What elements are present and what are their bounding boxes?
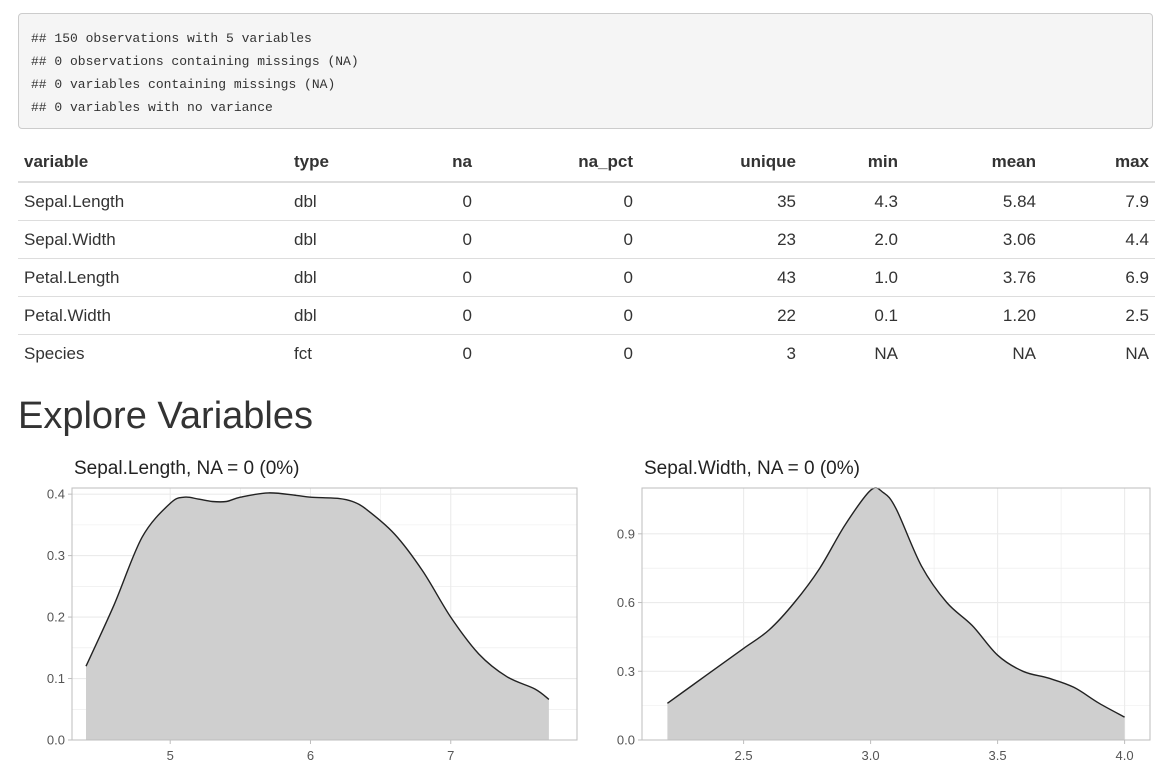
table-cell: 0	[623, 191, 633, 211]
y-tick-label: 0.0	[47, 733, 65, 748]
table-row: Sepal.Width dbl 0 0 23 2.0 3.06 4.4	[18, 220, 1155, 259]
table-cell: Petal.Length	[18, 258, 288, 297]
table-row: Sepal.Length dbl 0 0 35 4.3 5.84 7.9	[18, 182, 1155, 221]
table-cell: 0	[478, 296, 639, 335]
table-cell: 0	[462, 191, 472, 211]
column-header: variable	[18, 142, 288, 183]
table-cell: 0	[478, 220, 639, 259]
sepal-width-density-plot: Sepal.Width, NA = 0 (0%) 2.5 3.0 3.5 4.0 0.0 0…	[617, 458, 1151, 763]
x-tick-label: 6	[307, 748, 314, 763]
y-tick-label: 0.4	[47, 487, 65, 502]
y-tick-label: 0.2	[47, 610, 65, 625]
console-line: ## 0 variables with no variance	[31, 100, 273, 115]
table-cell: Sepal.Length	[24, 191, 125, 211]
table-cell: 3.76	[904, 258, 1042, 297]
table-cell: 23	[639, 220, 802, 259]
table-cell: 6.9	[1042, 258, 1155, 297]
y-tick-label: 0.3	[617, 664, 635, 679]
table-cell: 3	[639, 334, 802, 372]
table-cell: dbl	[288, 220, 378, 259]
table-cell: 2.5	[1042, 296, 1155, 335]
table-cell: 4.4	[1042, 220, 1155, 259]
table-cell: 0.1	[802, 296, 904, 335]
x-tick-label: 3.0	[862, 748, 880, 763]
table-cell: 0	[478, 334, 639, 372]
console-output: ## 150 observations with 5 variables ## …	[18, 13, 1153, 129]
table-cell: Petal.Width	[18, 296, 288, 335]
table-cell: 1.20	[904, 296, 1042, 335]
column-header: mean	[904, 142, 1042, 183]
y-tick-label: 0.3	[47, 548, 65, 563]
table-cell: NA	[802, 334, 904, 372]
density-line	[666, 487, 1125, 718]
table-cell: 7.9	[1125, 191, 1149, 211]
table-row: Petal.Width dbl 0 0 22 0.1 1.20 2.5	[18, 296, 1155, 335]
x-tick-label: 4.0	[1116, 748, 1134, 763]
plot-panel-border	[71, 487, 578, 741]
column-header: min	[802, 142, 904, 183]
column-header: max	[1042, 142, 1155, 183]
summary-table: variable type na na_pct unique min mean …	[18, 142, 1155, 372]
column-header: na	[378, 142, 478, 183]
table-cell: 0	[378, 334, 478, 372]
table-cell: 0	[378, 258, 478, 297]
table-cell: 0	[478, 258, 639, 297]
console-line: ## 0 variables containing missings (NA)	[31, 77, 336, 92]
chart-title: Sepal.Length, NA = 0 (0%)	[74, 458, 300, 479]
density-line	[85, 492, 550, 700]
y-tick-label: 0.1	[47, 671, 65, 686]
table-header-row: variable type na na_pct unique min mean …	[18, 142, 1155, 183]
table-cell: dbl	[288, 296, 378, 335]
table-cell: Sepal.Width	[18, 220, 288, 259]
table-cell: 35	[777, 191, 796, 211]
density-area	[667, 487, 1125, 740]
table-cell: dbl	[294, 191, 317, 211]
table-cell: 22	[639, 296, 802, 335]
table-cell: NA	[904, 334, 1042, 372]
table-row: Petal.Length dbl 0 0 43 1.0 3.76 6.9	[18, 258, 1155, 297]
table-cell: 3.06	[904, 220, 1042, 259]
y-tick-label: 0.9	[617, 526, 635, 541]
table-cell: 0	[378, 220, 478, 259]
console-line: ## 150 observations with 5 variables	[31, 31, 312, 46]
table-cell: 4.3	[874, 191, 898, 211]
table-cell: 5.84	[1002, 191, 1036, 211]
table-cell: 2.0	[802, 220, 904, 259]
sepal-length-density-plot: Sepal.Length, NA = 0 (0%) 5 6 7 0.0 0.1 0.2 0.3…	[47, 458, 578, 763]
table-cell: NA	[1042, 334, 1155, 372]
table-cell: 0	[378, 296, 478, 335]
section-title: Explore Variables	[18, 395, 314, 437]
plot-panel-border	[641, 487, 1151, 741]
table-cell: dbl	[288, 258, 378, 297]
x-tick-label: 3.5	[989, 748, 1007, 763]
x-tick-label: 5	[167, 748, 174, 763]
table-cell: Species	[18, 334, 288, 372]
y-tick-label: 0.0	[617, 733, 635, 748]
chart-title: Sepal.Width, NA = 0 (0%)	[644, 458, 860, 479]
table-row: Species fct 0 0 3 NA NA NA	[18, 334, 1155, 372]
column-header: unique	[639, 142, 802, 183]
x-tick-label: 7	[447, 748, 454, 763]
column-header: type	[288, 142, 378, 183]
console-line: ## 0 observations containing missings (N…	[31, 54, 359, 69]
table-cell: fct	[288, 334, 378, 372]
table-cell: 1.0	[802, 258, 904, 297]
table-cell: 43	[639, 258, 802, 297]
x-tick-label: 2.5	[735, 748, 753, 763]
column-header: na_pct	[478, 142, 639, 183]
density-area	[86, 492, 549, 740]
y-tick-label: 0.6	[617, 595, 635, 610]
